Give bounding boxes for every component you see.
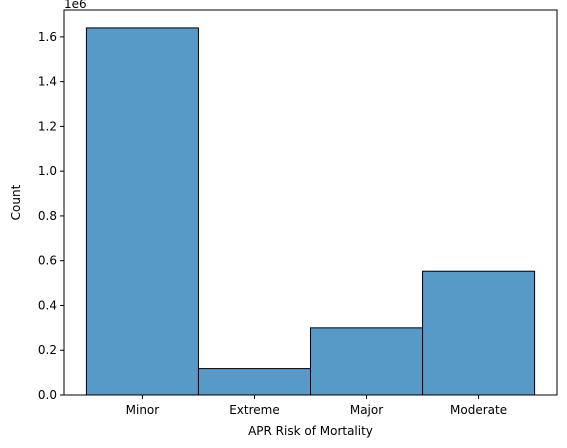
bar-extreme [197, 368, 311, 396]
bars-layer [85, 27, 536, 396]
x-tick-label: Major [350, 403, 383, 417]
y-tick-label: 0.4 [38, 298, 57, 312]
x-tick-label: Extreme [229, 403, 280, 417]
y-tick-label: 1.0 [38, 164, 57, 178]
y-tick-label: 0.8 [38, 209, 57, 223]
bar-minor [85, 27, 199, 396]
y-tick-label: 0.6 [38, 254, 57, 268]
bar-moderate [422, 270, 536, 396]
y-axis-label: Count [9, 184, 23, 220]
y-tick-label: 0.0 [38, 388, 57, 402]
y-tick-label: 1.6 [38, 30, 57, 44]
y-axis-offset-label: 1e6 [64, 0, 87, 11]
axes-frame [63, 9, 558, 396]
x-axis-label: APR Risk of Mortality [248, 424, 373, 438]
x-tick-label: Moderate [450, 403, 507, 417]
y-tick-label: 1.4 [38, 75, 57, 89]
x-tick-label: Minor [126, 403, 160, 417]
bar-major [310, 327, 424, 396]
y-tick-label: 0.2 [38, 343, 57, 357]
y-tick-label: 1.2 [38, 119, 57, 133]
x-axis-ticks: Minor Extreme Major Moderate [126, 395, 507, 417]
y-axis-ticks: 0.0 0.2 0.4 0.6 0.8 1.0 1.2 1.4 1.6 [38, 30, 64, 402]
